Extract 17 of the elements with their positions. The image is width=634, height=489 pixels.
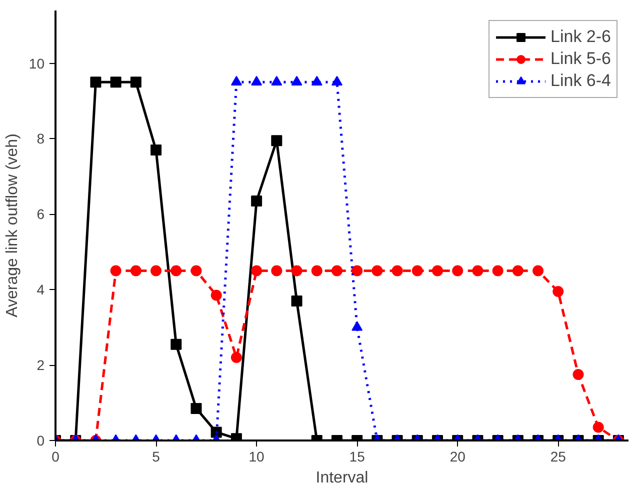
y-tick-label: 8: [36, 130, 45, 147]
y-tick-label: 2: [36, 357, 45, 374]
y-axis-title: Average link outflow (veh): [4, 134, 21, 318]
x-tick-label: 0: [52, 448, 60, 464]
x-tick-label: 15: [349, 448, 366, 464]
y-tick-label: 6: [36, 206, 45, 222]
x-tick-label: 25: [550, 448, 566, 464]
y-tick-label: 0: [36, 432, 45, 448]
y-tick-label: 4: [36, 282, 45, 298]
legend-label: Link 6-4: [550, 71, 611, 91]
x-tick-label: 5: [152, 448, 160, 464]
x-axis-title: Interval: [316, 470, 368, 486]
x-tick-label: 20: [450, 448, 466, 464]
legend-label: Link 2-6: [550, 27, 611, 47]
y-tick-label: 10: [28, 55, 45, 72]
legend-label: Link 5-6: [550, 49, 611, 69]
x-tick-label: 10: [248, 448, 265, 464]
